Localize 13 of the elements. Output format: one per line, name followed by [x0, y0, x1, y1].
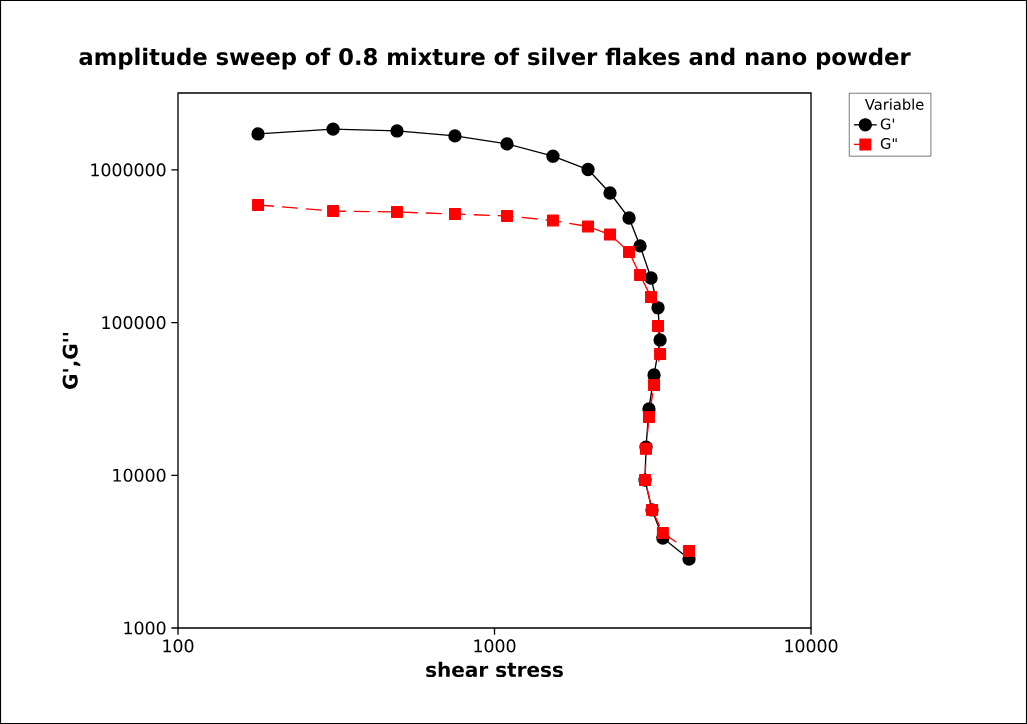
y-axis-title: G',G'' — [62, 332, 81, 389]
x-tick-label: 100 — [163, 639, 194, 653]
legend-label: G' — [880, 118, 895, 130]
y-tick-label: 10000 — [113, 468, 166, 482]
x-tick-label: 10000 — [785, 639, 838, 653]
y-tick-label: 1000 — [124, 621, 166, 635]
y-tick-label: 100000 — [102, 316, 166, 330]
x-axis-title: shear stress — [426, 661, 563, 678]
x-tick-label: 1000 — [474, 639, 516, 653]
legend-label: G" — [880, 137, 897, 150]
y-tick-label: 1000000 — [91, 163, 166, 177]
chart-title: amplitude sweep of 0.8 mixture of silver flakes and nano powder — [79, 47, 911, 70]
legend-title: Variable — [864, 98, 924, 110]
